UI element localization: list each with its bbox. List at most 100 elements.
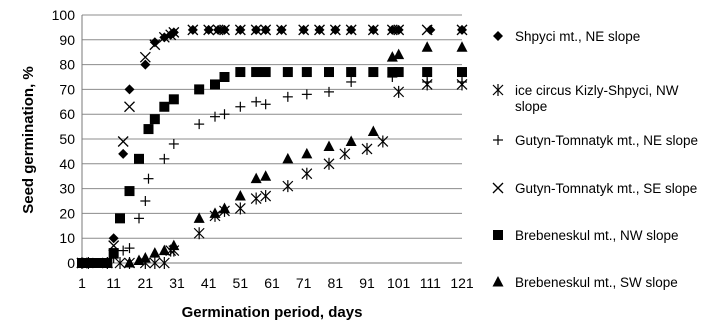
legend-item-1: Shpyci mt., NE slope <box>493 29 640 44</box>
data-point <box>158 31 170 43</box>
y-tick-label: 50 <box>59 131 75 147</box>
data-series <box>76 24 468 269</box>
data-point <box>339 147 351 160</box>
data-point <box>234 24 246 36</box>
legend-marker <box>493 230 503 240</box>
data-point <box>346 76 357 87</box>
data-point <box>301 89 312 100</box>
data-point <box>367 24 379 36</box>
data-point <box>203 24 215 36</box>
legend-label: Brebeneskul mt., SW slope <box>515 275 678 290</box>
data-point <box>361 142 373 155</box>
data-point <box>250 24 262 36</box>
y-axis-title: Seed germination, % <box>20 66 37 214</box>
data-point <box>260 24 272 36</box>
data-point <box>158 257 170 269</box>
data-point <box>124 101 135 113</box>
data-point <box>124 257 135 268</box>
data-point <box>298 24 310 36</box>
x-tick-label: 41 <box>201 275 217 291</box>
data-point <box>92 258 103 268</box>
data-point <box>159 153 170 164</box>
data-point <box>393 85 405 98</box>
legend-marker <box>493 135 503 145</box>
legend-label: Gutyn-Tomnatyk mt., SE slope <box>515 181 697 196</box>
y-tick-label: 30 <box>59 181 75 197</box>
data-point <box>234 190 246 201</box>
grid-lines <box>82 14 462 239</box>
data-point <box>250 172 262 184</box>
y-tick-label: 70 <box>59 81 75 97</box>
data-point <box>143 124 154 135</box>
data-point <box>101 257 113 268</box>
data-point <box>323 157 335 170</box>
legend-label: slope <box>515 99 547 114</box>
data-point <box>124 84 135 95</box>
data-point <box>260 190 272 203</box>
y-tick-label: 90 <box>59 32 75 48</box>
data-point <box>323 140 335 151</box>
x-tick-label: 111 <box>420 275 441 291</box>
series-6 <box>76 41 468 268</box>
data-point <box>118 148 129 159</box>
data-point <box>234 202 246 215</box>
series-2 <box>76 78 468 269</box>
data-point <box>124 243 135 254</box>
x-tick-label: 11 <box>106 275 121 291</box>
legend: Shpyci mt., NE slope ice circus Kizly-Shp… <box>492 29 698 290</box>
data-point <box>117 136 129 147</box>
data-point <box>114 257 126 269</box>
data-point <box>251 96 262 107</box>
data-point <box>168 94 179 105</box>
data-point <box>251 67 262 78</box>
data-point <box>377 135 389 148</box>
data-point <box>324 86 334 97</box>
data-point <box>393 48 405 60</box>
data-point <box>168 138 179 149</box>
data-point <box>456 41 468 52</box>
y-tick-label: 20 <box>59 205 75 221</box>
data-point <box>115 213 125 224</box>
data-point <box>118 245 129 256</box>
data-point <box>457 67 467 78</box>
data-point <box>324 67 334 78</box>
legend-item-4: Gutyn-Tomnatyk mt., SE slope <box>492 181 697 196</box>
x-tick-label: 31 <box>169 275 185 291</box>
data-point <box>282 91 293 102</box>
legend-item-5: Brebeneskul mt., NW slope <box>493 228 679 243</box>
data-point <box>143 173 154 184</box>
data-point <box>219 24 230 36</box>
data-point <box>149 257 161 269</box>
data-point <box>187 24 199 36</box>
data-point <box>345 24 357 36</box>
data-point <box>139 252 151 263</box>
data-point <box>210 111 220 122</box>
x-tick-label: 61 <box>264 275 280 291</box>
data-point <box>194 119 205 130</box>
data-point <box>159 101 170 112</box>
data-point <box>219 109 230 120</box>
data-point <box>282 67 293 78</box>
data-point <box>149 37 160 48</box>
data-point <box>456 24 468 36</box>
y-tick-label: 80 <box>59 57 75 73</box>
legend-item-3: Gutyn-Tomnatyk mt., NE slope <box>493 133 698 148</box>
x-tick-label: 81 <box>328 275 344 291</box>
data-point <box>260 99 271 110</box>
data-point <box>82 257 94 268</box>
data-point <box>158 244 170 256</box>
data-point <box>194 84 205 95</box>
data-point <box>457 76 467 87</box>
data-point <box>393 24 405 36</box>
y-tick-label: 100 <box>52 7 76 23</box>
data-point <box>235 101 246 112</box>
x-tick-label: 51 <box>233 275 249 291</box>
series-1 <box>77 24 467 268</box>
data-point <box>345 135 357 146</box>
data-point <box>149 39 161 51</box>
data-point <box>219 72 230 82</box>
x-tick-label: 101 <box>387 275 411 291</box>
data-point <box>108 233 119 244</box>
data-point <box>210 79 220 90</box>
legend-marker <box>492 84 504 96</box>
